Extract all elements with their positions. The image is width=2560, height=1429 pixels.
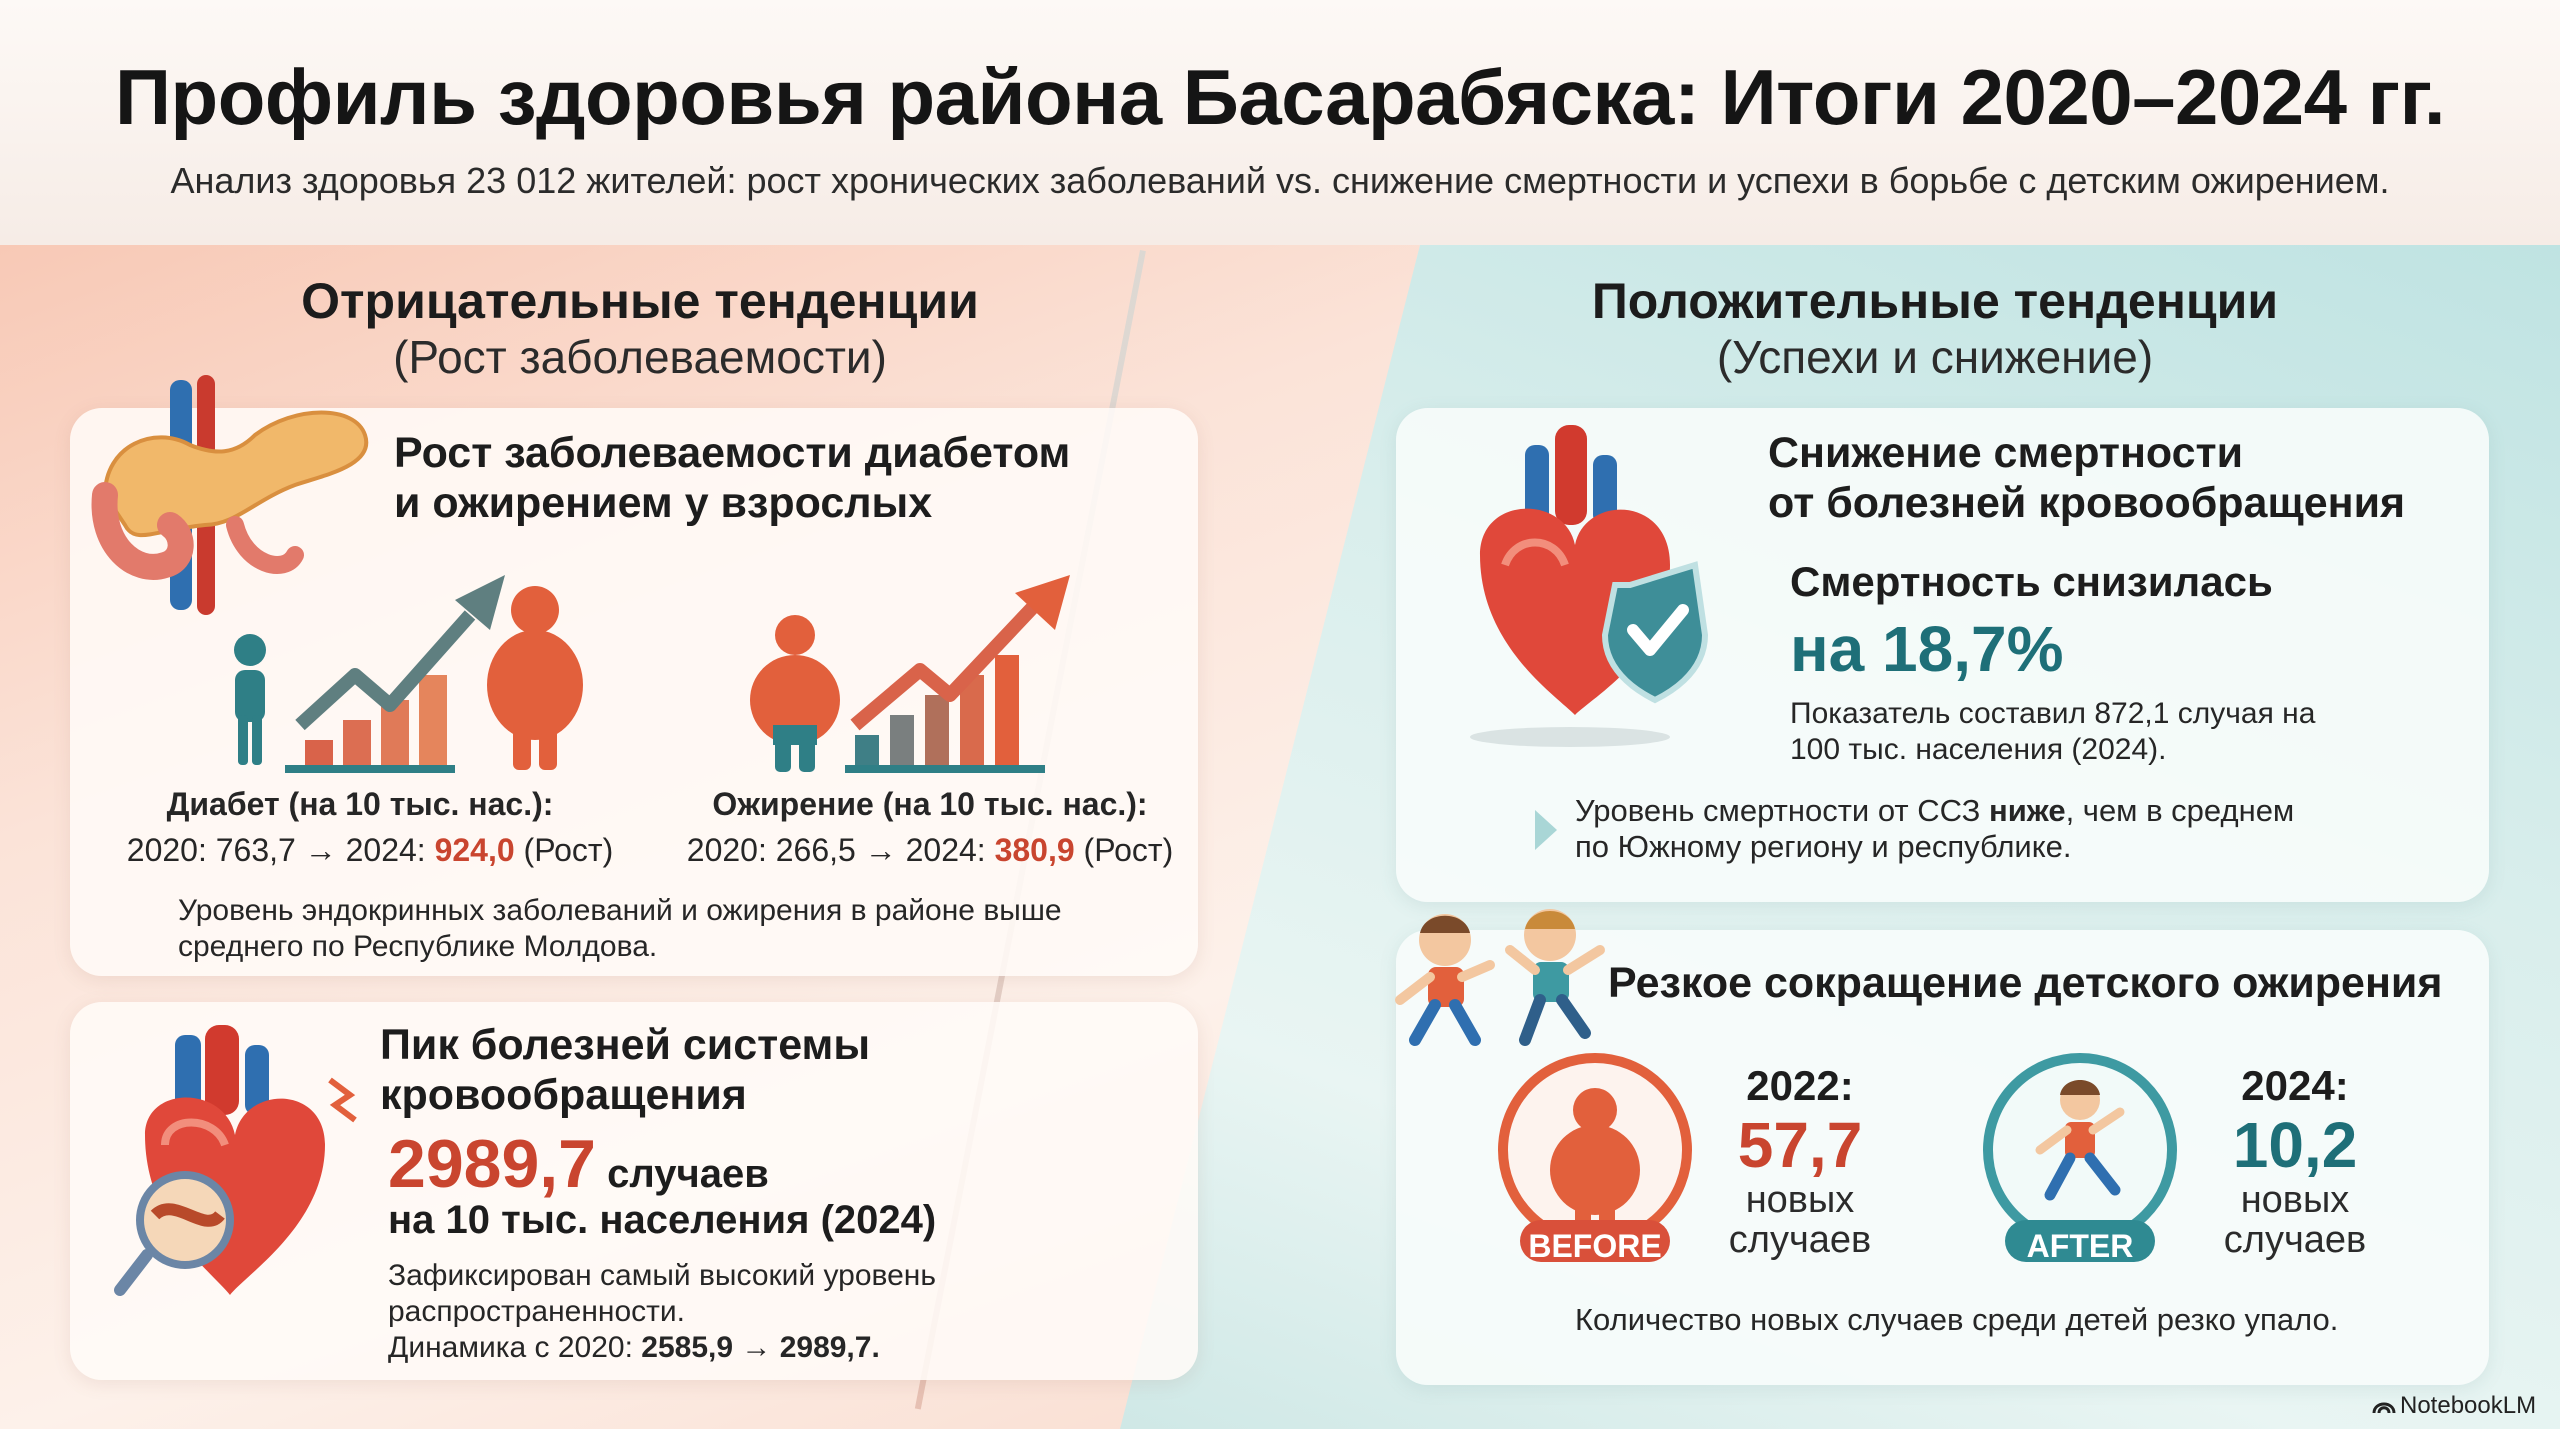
before-badge: BEFORE bbox=[1528, 1228, 1662, 1264]
before-medallion-icon bbox=[1498, 1053, 1692, 1262]
mortality-detail-line2: 100 тыс. населения (2024). bbox=[1790, 733, 2167, 766]
mortality-detail-line1: Показатель составил 872,1 случая на bbox=[1790, 697, 2316, 730]
left-heading: Отрицательные тенденции (Рост заболеваем… bbox=[190, 272, 1090, 384]
pancreas-icon bbox=[91, 375, 369, 615]
diabetes-card-title-line1: Рост заболеваемости диабетом bbox=[394, 429, 1071, 477]
right-heading: Положительные тенденции (Успехи и снижен… bbox=[1485, 272, 2385, 384]
after-badge: AFTER bbox=[2026, 1228, 2134, 1264]
mortality-subtitle: Смертность снизилась bbox=[1790, 558, 2273, 605]
obesity-value-2024: 380,9 bbox=[994, 832, 1075, 868]
diabetes-card-title-line2: и ожирением у взрослых bbox=[394, 479, 933, 527]
after-medallion-icon bbox=[1983, 1053, 2177, 1262]
mortality-detail: Показатель составил 872,1 случая на 100 … bbox=[1790, 696, 2430, 768]
cardio-dynamics-prefix: Динамика с 2020: bbox=[388, 1331, 642, 1364]
cardio-note-line2: распространенности. bbox=[388, 1295, 685, 1328]
cardio-value-unit: случаев bbox=[595, 1152, 769, 1196]
diabetes-values-prefix: 2020: 763,7 → 2024: bbox=[126, 832, 435, 868]
obesity-growth-chart-icon bbox=[750, 575, 1070, 773]
after-stat: 2024: 10,2 новых случаев bbox=[2195, 1062, 2395, 1260]
heart-shield-icon bbox=[1470, 425, 1709, 747]
diabetes-values-suffix: (Рост) bbox=[514, 832, 614, 868]
cardio-card-title-line2: кровообращения bbox=[380, 1071, 747, 1119]
diabetes-growth-chart-icon bbox=[234, 575, 583, 773]
before-stat: 2022: 57,7 новых случаев bbox=[1700, 1062, 1900, 1260]
endocrine-note: Уровень эндокринных заболеваний и ожирен… bbox=[178, 893, 1178, 965]
obesity-label: Ожирение (на 10 тыс. нас.): bbox=[712, 786, 1148, 822]
mortality-note-bold: ниже bbox=[1988, 793, 2066, 828]
running-children-icon bbox=[1395, 909, 1605, 1046]
endocrine-note-line1: Уровень эндокринных заболеваний и ожирен… bbox=[178, 894, 1062, 927]
chevron-right-icon bbox=[1535, 810, 1557, 850]
mortality-card-title-line1: Снижение смертности bbox=[1768, 429, 2244, 477]
after-unit-line2: случаев bbox=[2223, 1219, 2367, 1261]
cardio-note-line1: Зафиксирован самый высокий уровень bbox=[388, 1259, 936, 1292]
header-background bbox=[0, 0, 2560, 245]
before-unit-line1: новых bbox=[1745, 1179, 1855, 1221]
right-heading-subtitle: (Успехи и снижение) bbox=[1716, 331, 2154, 383]
diabetes-card-title: Рост заболеваемости диабетом и ожирением… bbox=[394, 428, 1070, 528]
left-heading-title: Отрицательные тенденции bbox=[301, 273, 979, 329]
mortality-note-line1: Уровень смертности от ССЗ ниже, чем в ср… bbox=[1575, 793, 2455, 829]
mortality-note-line2: по Южному региону и республике. bbox=[1575, 829, 2072, 864]
cardio-value-block: 2989,7 случаев bbox=[388, 1128, 769, 1210]
page-title: Профиль здоровья района Басарабяска: Ито… bbox=[114, 53, 2446, 141]
mortality-note: Уровень смертности от ССЗ ниже, чем в ср… bbox=[1575, 793, 2455, 865]
cardio-value-line2: на 10 тыс. населения (2024) bbox=[388, 1198, 937, 1242]
mortality-note-suffix: , чем в среднем bbox=[2065, 793, 2295, 828]
cardio-card-title-line1: Пик болезней системы bbox=[380, 1021, 871, 1069]
obesity-values-prefix: 2020: 266,5 → 2024: bbox=[686, 832, 995, 868]
page-subtitle: Анализ здоровья 23 012 жителей: рост хро… bbox=[170, 160, 2390, 201]
obesity-values-suffix: (Рост) bbox=[1074, 832, 1174, 868]
cardio-card-title: Пик болезней системы кровообращения bbox=[380, 1020, 870, 1120]
endocrine-note-line2: среднего по Республике Молдова. bbox=[178, 930, 658, 963]
child-note: Количество новых случаев среди детей рез… bbox=[1575, 1302, 2339, 1337]
footer-brand: NotebookLM bbox=[2400, 1392, 2537, 1419]
right-heading-title: Положительные тенденции bbox=[1591, 273, 2279, 329]
mortality-card-title-line2: от болезней кровообращения bbox=[1768, 479, 2406, 527]
before-value: 57,7 bbox=[1737, 1109, 1863, 1181]
left-heading-subtitle: (Рост заболеваемости) bbox=[393, 331, 887, 383]
diabetes-label: Диабет (на 10 тыс. нас.): bbox=[166, 786, 554, 822]
after-unit-line1: новых bbox=[2240, 1179, 2350, 1221]
child-card-title: Резкое сокращение детского ожирения bbox=[1608, 959, 2443, 1007]
mortality-decrease-value: на 18,7% bbox=[1790, 613, 2064, 685]
cardio-dynamics: Динамика с 2020: 2585,9 → 2989,7. bbox=[388, 1330, 1148, 1366]
after-value: 10,2 bbox=[2232, 1109, 2358, 1181]
cardio-note: Зафиксирован самый высокий уровень распр… bbox=[388, 1258, 1148, 1366]
diabetes-values: 2020: 763,7 → 2024: 924,0 (Рост) bbox=[100, 832, 640, 868]
notebooklm-logo-icon bbox=[2372, 1402, 2396, 1414]
cardio-dynamics-value: 2585,9 → 2989,7. bbox=[641, 1331, 880, 1364]
before-year: 2022: bbox=[1746, 1062, 1854, 1109]
mortality-card-title: Снижение смертности от болезней кровообр… bbox=[1768, 428, 2405, 528]
diabetes-value-2024: 924,0 bbox=[434, 832, 515, 868]
after-year: 2024: bbox=[2241, 1062, 2349, 1109]
heart-artery-icon bbox=[114, 1025, 357, 1296]
before-unit-line2: случаев bbox=[1728, 1219, 1872, 1261]
mortality-note-prefix: Уровень смертности от ССЗ bbox=[1575, 793, 1989, 828]
cardio-value: 2989,7 bbox=[388, 1126, 596, 1202]
obesity-values: 2020: 266,5 → 2024: 380,9 (Рост) bbox=[660, 832, 1200, 868]
